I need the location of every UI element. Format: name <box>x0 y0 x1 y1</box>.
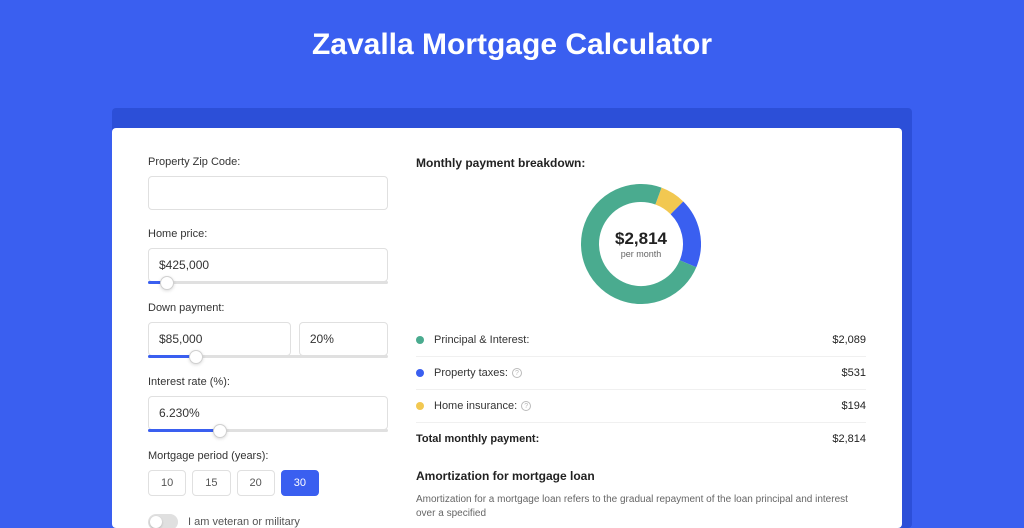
breakdown-title: Monthly payment breakdown: <box>416 156 866 170</box>
zip-field-group: Property Zip Code: <box>148 156 388 210</box>
veteran-toggle[interactable] <box>148 514 178 528</box>
legend-dot <box>416 402 424 410</box>
home-price-input[interactable] <box>148 248 388 282</box>
down-payment-slider-thumb[interactable] <box>189 350 203 364</box>
down-payment-row <box>148 322 388 356</box>
donut-sub: per month <box>621 249 662 259</box>
info-icon[interactable]: ? <box>512 368 522 378</box>
total-value: $2,814 <box>832 433 866 445</box>
zip-input[interactable] <box>148 176 388 210</box>
interest-rate-label: Interest rate (%): <box>148 376 388 388</box>
zip-label: Property Zip Code: <box>148 156 388 168</box>
mortgage-period-label: Mortgage period (years): <box>148 450 388 462</box>
down-payment-input[interactable] <box>148 322 291 356</box>
donut-chart: $2,814 per month <box>581 184 701 304</box>
page-title: Zavalla Mortgage Calculator <box>0 0 1024 86</box>
interest-rate-field-group: Interest rate (%): <box>148 376 388 432</box>
down-payment-slider[interactable] <box>148 355 388 358</box>
legend-rows: Principal & Interest:$2,089Property taxe… <box>416 324 866 423</box>
period-button-30[interactable]: 30 <box>281 470 319 496</box>
donut-value: $2,814 <box>615 229 667 249</box>
amortization-text: Amortization for a mortgage loan refers … <box>416 493 866 521</box>
period-button-15[interactable]: 15 <box>192 470 230 496</box>
donut-chart-wrap: $2,814 per month <box>416 184 866 304</box>
interest-rate-slider-thumb[interactable] <box>213 424 227 438</box>
legend-value: $2,089 <box>832 334 866 346</box>
legend-label: Property taxes:? <box>434 367 842 379</box>
mortgage-period-field-group: Mortgage period (years): 1015 2030 <box>148 450 388 496</box>
veteran-toggle-label: I am veteran or military <box>188 516 300 528</box>
veteran-toggle-knob <box>150 516 162 528</box>
legend-row: Principal & Interest:$2,089 <box>416 324 866 357</box>
legend-row: Property taxes:?$531 <box>416 357 866 390</box>
period-button-20[interactable]: 20 <box>237 470 275 496</box>
info-icon[interactable]: ? <box>521 401 531 411</box>
form-column: Property Zip Code: Home price: Down paym… <box>148 156 388 500</box>
interest-rate-slider-fill <box>148 429 220 432</box>
legend-value: $531 <box>842 367 866 379</box>
veteran-toggle-row: I am veteran or military <box>148 514 388 528</box>
home-price-label: Home price: <box>148 228 388 240</box>
home-price-field-group: Home price: <box>148 228 388 284</box>
home-price-slider-thumb[interactable] <box>160 276 174 290</box>
interest-rate-input[interactable] <box>148 396 388 430</box>
down-payment-pct-input[interactable] <box>299 322 388 356</box>
calculator-card: Property Zip Code: Home price: Down paym… <box>112 128 902 528</box>
down-payment-label: Down payment: <box>148 302 388 314</box>
total-row: Total monthly payment: $2,814 <box>416 423 866 459</box>
interest-rate-slider[interactable] <box>148 429 388 432</box>
breakdown-column: Monthly payment breakdown: $2,814 per mo… <box>416 156 866 500</box>
period-button-10[interactable]: 10 <box>148 470 186 496</box>
total-label: Total monthly payment: <box>416 433 832 445</box>
legend-label: Home insurance:? <box>434 400 842 412</box>
amortization-title: Amortization for mortgage loan <box>416 469 866 483</box>
donut-center: $2,814 per month <box>581 184 701 304</box>
legend-dot <box>416 336 424 344</box>
legend-dot <box>416 369 424 377</box>
legend-value: $194 <box>842 400 866 412</box>
home-price-slider[interactable] <box>148 281 388 284</box>
legend-label: Principal & Interest: <box>434 334 832 346</box>
legend-row: Home insurance:?$194 <box>416 390 866 423</box>
mortgage-period-buttons: 1015 2030 <box>148 470 388 496</box>
down-payment-field-group: Down payment: <box>148 302 388 358</box>
